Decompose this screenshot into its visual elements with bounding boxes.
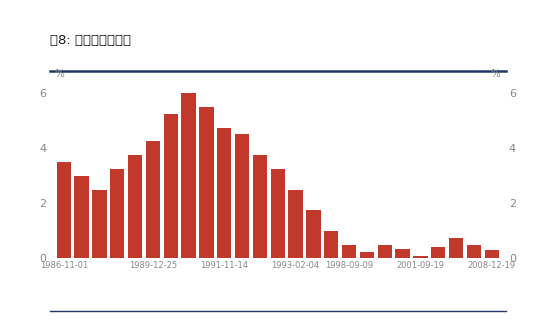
Bar [182, 93, 196, 258]
Point [60, 264, 67, 268]
Text: %: % [55, 69, 65, 79]
Bar [164, 114, 178, 258]
Text: 图8: 日本官方贴现率: 图8: 日本官方贴现率 [50, 34, 130, 47]
Point [78, 264, 85, 268]
Bar [485, 250, 499, 258]
Bar [271, 169, 285, 258]
Text: %: % [491, 69, 501, 79]
Bar [128, 155, 142, 258]
Bar [74, 176, 89, 258]
Bar [217, 128, 232, 258]
Bar [467, 245, 481, 258]
Bar [306, 210, 321, 258]
Bar [360, 252, 374, 258]
Bar [378, 245, 392, 258]
Bar [92, 190, 107, 258]
Bar [199, 107, 213, 258]
Point [78, 229, 85, 233]
Bar [431, 247, 446, 258]
Bar [110, 169, 124, 258]
Point [60, 229, 67, 233]
Bar [324, 231, 338, 258]
Bar [57, 162, 71, 258]
Bar [413, 255, 427, 258]
Bar [235, 134, 249, 258]
Bar [342, 245, 356, 258]
Bar [395, 249, 410, 258]
Bar [449, 238, 463, 258]
Bar [288, 190, 302, 258]
Bar [146, 141, 160, 258]
Bar [253, 155, 267, 258]
